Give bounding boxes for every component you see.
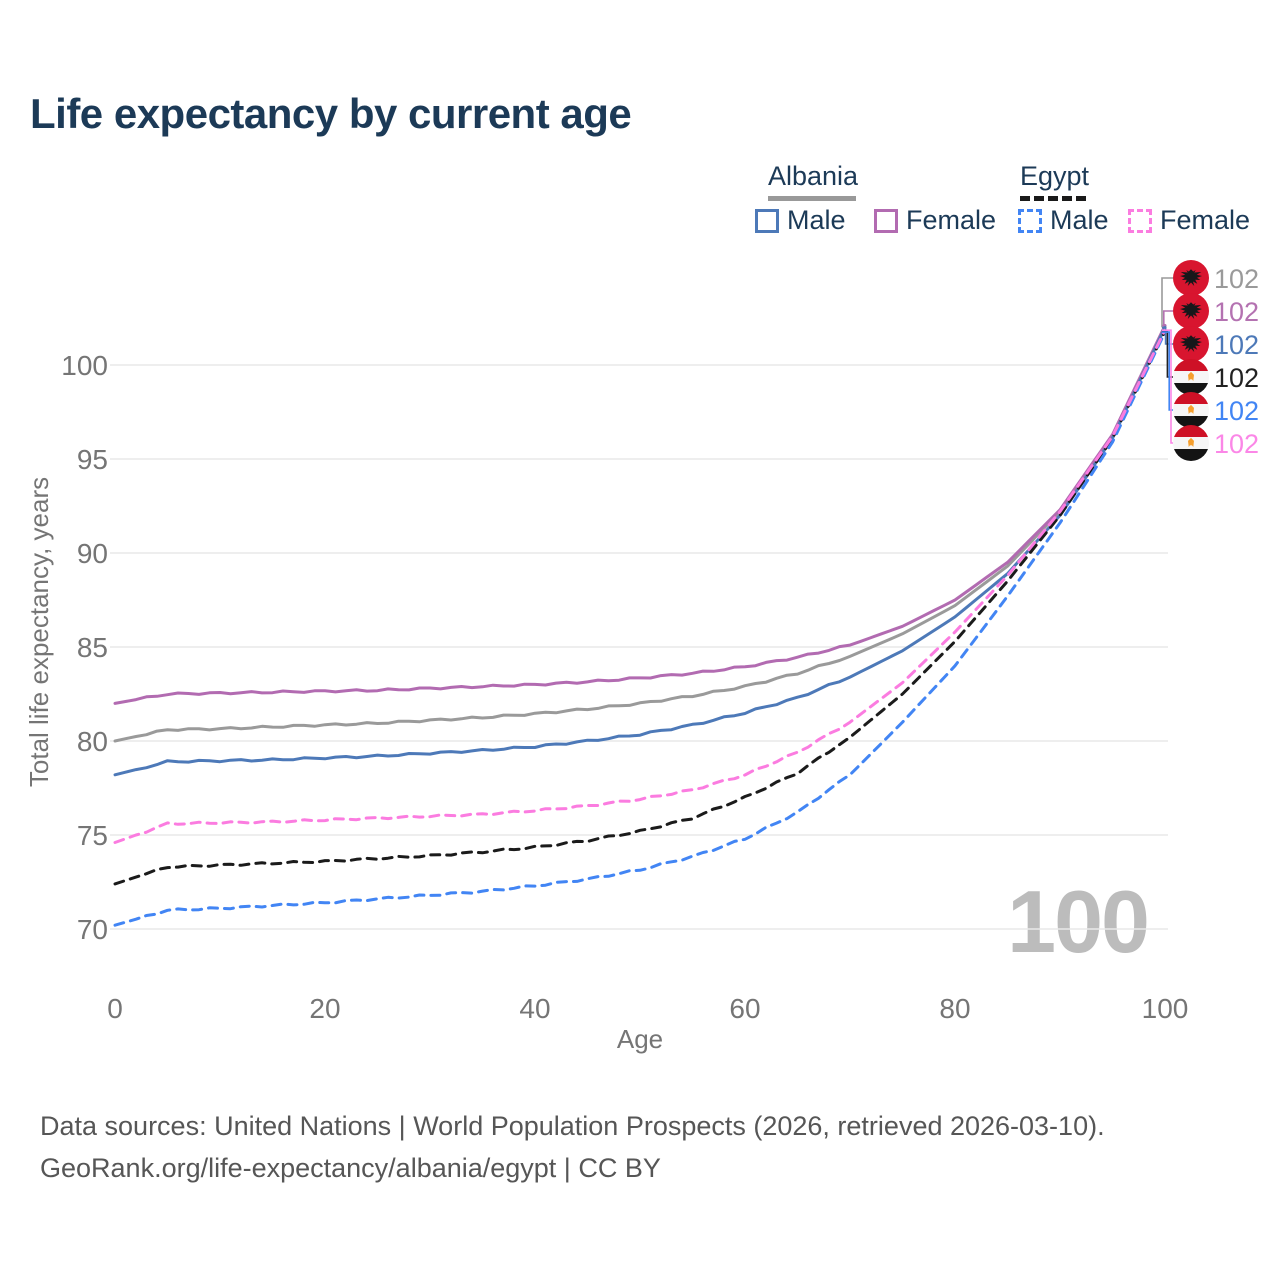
legend-swatch-egypt-female[interactable] — [1128, 208, 1152, 233]
series-line-egypt-male[interactable] — [113, 330, 1167, 927]
legend-item-albania-male[interactable]: Male — [755, 205, 846, 236]
legend-item-egypt-female[interactable]: Female — [1128, 205, 1250, 236]
x-tick-20: 20 — [309, 993, 340, 1024]
legend-label-albania-male[interactable]: Male — [787, 205, 846, 235]
legend-swatch-egypt-male[interactable] — [1018, 208, 1042, 233]
leader-line-5 — [1162, 329, 1173, 444]
legend-label-egypt-female[interactable]: Female — [1160, 205, 1251, 235]
leader-line-0 — [1161, 277, 1173, 328]
age-watermark: 100 — [1007, 872, 1148, 971]
y-axis-title: Total life expectancy, years — [24, 477, 54, 787]
series-line-egypt-female[interactable] — [113, 328, 1167, 844]
x-axis-title: Age — [617, 1024, 663, 1054]
x-tick-60: 60 — [729, 993, 760, 1024]
albania-eagle-icon — [1180, 269, 1202, 286]
series-line-albania-male[interactable] — [113, 325, 1167, 777]
legend-underline-egypt — [1020, 196, 1086, 201]
x-tick-100: 100 — [1142, 993, 1189, 1024]
y-tick-70: 70 — [77, 914, 108, 945]
albania-eagle-icon — [1180, 302, 1202, 319]
egypt-flag-icon — [1173, 449, 1209, 461]
line-chart: 100 Total life expectancy, years Age 70 7… — [24, 260, 1259, 1054]
x-tick-0: 0 — [107, 993, 123, 1024]
end-value-label: 102 — [1214, 264, 1259, 294]
end-value-label: 102 — [1214, 363, 1259, 393]
albania-eagle-icon — [1180, 335, 1202, 352]
end-value-label: 102 — [1214, 396, 1259, 426]
y-tick-100: 100 — [61, 350, 108, 381]
footer: Data sources: United Nations | World Pop… — [40, 1106, 1105, 1190]
egypt-flag-icon — [1173, 359, 1209, 371]
y-tick-80: 80 — [77, 726, 108, 757]
egypt-falcon-icon — [1188, 371, 1194, 382]
end-value-label: 102 — [1214, 297, 1259, 327]
legend-swatch-albania-female[interactable] — [874, 208, 898, 233]
x-tick-40: 40 — [519, 993, 550, 1024]
end-value-label: 102 — [1214, 330, 1259, 360]
egypt-flag-icon — [1173, 392, 1209, 404]
legend-item-albania-female[interactable]: Female — [874, 205, 996, 236]
y-tick-90: 90 — [77, 538, 108, 569]
legend-country-egypt: Egypt — [1020, 161, 1090, 191]
egypt-falcon-icon — [1188, 437, 1194, 448]
legend-country-albania: Albania — [768, 161, 859, 191]
egypt-flag-icon — [1173, 425, 1209, 437]
x-tick-80: 80 — [939, 993, 970, 1024]
footer-link: GeoRank.org/life-expectancy/albania/egyp… — [40, 1152, 661, 1183]
legend-item-egypt-male[interactable]: Male — [1018, 205, 1109, 236]
egypt-flag-icon — [1173, 383, 1209, 395]
egypt-flag-icon — [1173, 416, 1209, 428]
footer-sources: Data sources: United Nations | World Pop… — [40, 1111, 1105, 1141]
egypt-falcon-icon — [1188, 404, 1194, 415]
legend-swatch-albania-male[interactable] — [755, 208, 779, 233]
legend-label-albania-female[interactable]: Female — [906, 205, 997, 235]
leader-line-1 — [1162, 310, 1173, 327]
legend-underline-albania — [768, 196, 856, 201]
page-title: Life expectancy by current age — [30, 90, 632, 137]
end-value-label: 102 — [1214, 429, 1259, 459]
legend-label-egypt-male[interactable]: Male — [1050, 205, 1109, 235]
y-tick-95: 95 — [77, 444, 108, 475]
y-tick-75: 75 — [77, 820, 108, 851]
series-line-egypt[interactable] — [113, 329, 1167, 886]
series-line-albania-female[interactable] — [113, 324, 1167, 705]
y-tick-85: 85 — [77, 632, 108, 663]
series-line-albania[interactable] — [113, 325, 1167, 743]
